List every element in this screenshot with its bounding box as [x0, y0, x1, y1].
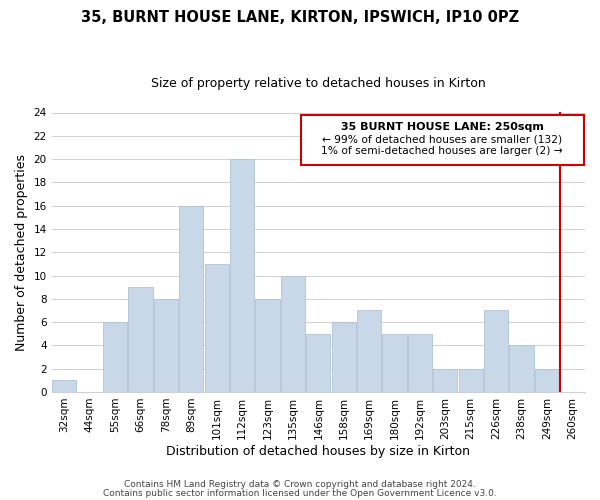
Bar: [332, 322, 356, 392]
Bar: [256, 299, 280, 392]
Bar: [509, 346, 533, 392]
Bar: [230, 159, 254, 392]
Text: Contains HM Land Registry data © Crown copyright and database right 2024.: Contains HM Land Registry data © Crown c…: [124, 480, 476, 489]
Bar: [205, 264, 229, 392]
Bar: [128, 287, 152, 392]
Bar: [154, 299, 178, 392]
Bar: [535, 368, 559, 392]
Bar: [408, 334, 432, 392]
Bar: [433, 368, 457, 392]
Bar: [357, 310, 381, 392]
Text: 35, BURNT HOUSE LANE, KIRTON, IPSWICH, IP10 0PZ: 35, BURNT HOUSE LANE, KIRTON, IPSWICH, I…: [81, 10, 519, 25]
Bar: [484, 310, 508, 392]
Bar: [382, 334, 407, 392]
FancyBboxPatch shape: [301, 115, 584, 165]
Text: 1% of semi-detached houses are larger (2) →: 1% of semi-detached houses are larger (2…: [322, 146, 563, 156]
Bar: [281, 276, 305, 392]
Bar: [103, 322, 127, 392]
Bar: [52, 380, 76, 392]
Bar: [306, 334, 331, 392]
Bar: [458, 368, 483, 392]
Bar: [179, 206, 203, 392]
X-axis label: Distribution of detached houses by size in Kirton: Distribution of detached houses by size …: [166, 444, 470, 458]
Text: Contains public sector information licensed under the Open Government Licence v3: Contains public sector information licen…: [103, 488, 497, 498]
Title: Size of property relative to detached houses in Kirton: Size of property relative to detached ho…: [151, 78, 486, 90]
Y-axis label: Number of detached properties: Number of detached properties: [15, 154, 28, 350]
Text: ← 99% of detached houses are smaller (132): ← 99% of detached houses are smaller (13…: [322, 134, 562, 144]
Text: 35 BURNT HOUSE LANE: 250sqm: 35 BURNT HOUSE LANE: 250sqm: [341, 122, 544, 132]
